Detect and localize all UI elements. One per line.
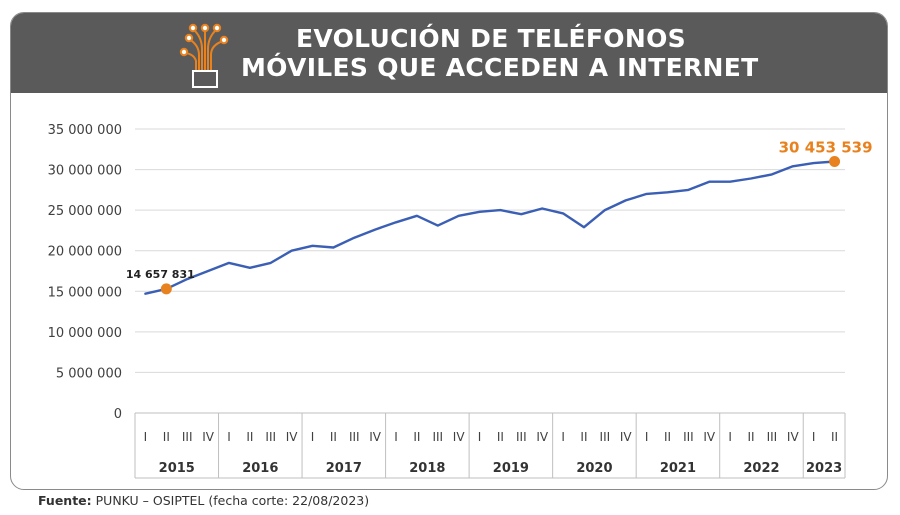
highlight-point <box>160 283 172 295</box>
y-tick-label: 25 000 000 <box>48 204 122 219</box>
quarter-label: II <box>163 430 170 444</box>
quarter-label: III <box>516 430 527 444</box>
source-note: Fuente: PUNKU – OSIPTEL (fecha corte: 22… <box>38 493 369 508</box>
year-label: 2015 <box>159 461 195 476</box>
quarter-label: IV <box>703 430 716 444</box>
source-text: PUNKU – OSIPTEL (fecha corte: 22/08/2023… <box>95 493 370 508</box>
year-label: 2017 <box>326 461 362 476</box>
year-label: 2019 <box>493 461 529 476</box>
quarter-label: III <box>600 430 611 444</box>
y-tick-label: 20 000 000 <box>48 245 122 260</box>
antenna-fiber-icon <box>179 23 229 88</box>
quarter-label: III <box>182 430 193 444</box>
year-label: 2018 <box>409 461 445 476</box>
y-tick-label: 5 000 000 <box>56 366 122 381</box>
quarter-label: IV <box>620 430 633 444</box>
quarter-label: IV <box>202 430 215 444</box>
year-label: 2022 <box>743 461 779 476</box>
quarter-label: II <box>246 430 253 444</box>
quarter-label: I <box>478 430 482 444</box>
y-tick-label: 35 000 000 <box>48 123 122 138</box>
chart-title-line-1: EVOLUCIÓN DE TELÉFONOS <box>296 24 686 53</box>
quarter-label: II <box>497 430 504 444</box>
quarter-label: I <box>311 430 315 444</box>
quarter-label: II <box>580 430 587 444</box>
quarter-label: IV <box>369 430 382 444</box>
quarter-label: IV <box>787 430 800 444</box>
quarter-label: I <box>394 430 398 444</box>
quarter-label: II <box>831 430 838 444</box>
year-label: 2016 <box>242 461 278 476</box>
quarter-label: III <box>683 430 694 444</box>
y-tick-label: 0 <box>114 407 122 422</box>
quarter-label: I <box>144 430 148 444</box>
quarter-label: II <box>664 430 671 444</box>
quarter-label: IV <box>453 430 466 444</box>
quarter-label: III <box>349 430 360 444</box>
quarter-label: II <box>413 430 420 444</box>
quarter-label: I <box>645 430 649 444</box>
quarter-label: I <box>227 430 231 444</box>
quarter-label: III <box>432 430 443 444</box>
quarter-label: III <box>767 430 778 444</box>
title-banner: EVOLUCIÓN DE TELÉFONOS MÓVILES QUE ACCED… <box>11 13 887 93</box>
year-label: 2021 <box>660 461 696 476</box>
chart-title-line-2: MÓVILES QUE ACCEDEN A INTERNET <box>241 53 759 82</box>
quarter-label: III <box>265 430 276 444</box>
quarter-label: I <box>812 430 816 444</box>
year-label: 2023 <box>806 461 842 476</box>
source-label: Fuente: <box>38 493 92 508</box>
quarter-label: I <box>728 430 732 444</box>
year-label: 2020 <box>576 461 612 476</box>
quarter-label: II <box>330 430 337 444</box>
quarter-label: IV <box>286 430 299 444</box>
quarter-label: IV <box>536 430 549 444</box>
data-label: 14 657 831 <box>126 268 195 281</box>
highlight-point <box>829 155 841 167</box>
quarter-label: I <box>561 430 565 444</box>
y-tick-label: 30 000 000 <box>48 164 122 179</box>
data-label: 30 453 539 <box>779 138 873 156</box>
quarter-label: II <box>747 430 754 444</box>
series-line <box>144 160 836 295</box>
y-tick-label: 15 000 000 <box>48 285 122 300</box>
y-tick-label: 10 000 000 <box>48 326 122 341</box>
chart-title: EVOLUCIÓN DE TELÉFONOS MÓVILES QUE ACCED… <box>241 24 759 82</box>
